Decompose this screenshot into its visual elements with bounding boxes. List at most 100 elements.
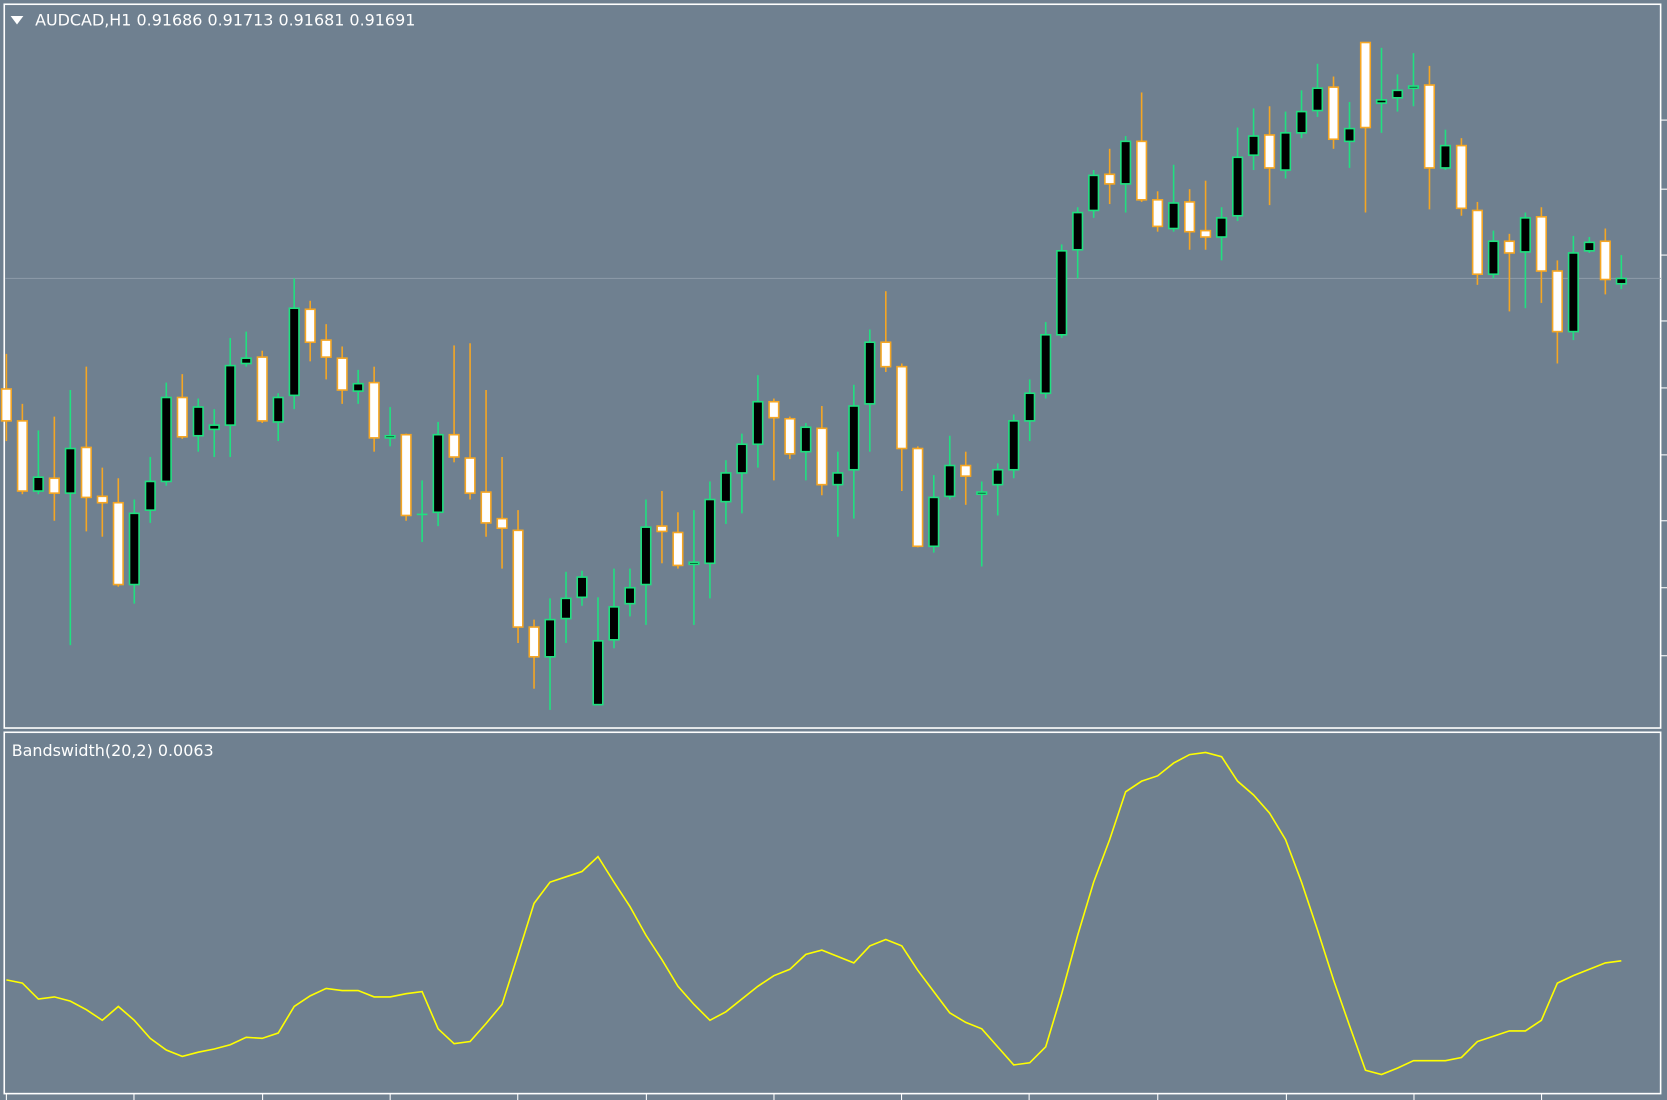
main-pane-border xyxy=(3,3,1662,729)
candle-body xyxy=(400,433,412,517)
candle-body xyxy=(608,606,620,641)
candle-body xyxy=(544,618,556,658)
candle-body xyxy=(256,356,268,422)
candle-body xyxy=(1583,241,1595,252)
candle-body xyxy=(480,491,492,524)
candle-body xyxy=(1279,132,1292,171)
candle-body xyxy=(496,517,508,530)
candle-body xyxy=(560,597,572,620)
candle-body xyxy=(992,468,1004,486)
candle-body xyxy=(592,640,604,706)
candle-body xyxy=(864,341,876,405)
candle-body xyxy=(848,405,860,471)
indicator-line xyxy=(6,751,1622,1076)
candle-body xyxy=(1168,202,1180,230)
candle-body xyxy=(1104,173,1116,185)
candle-body xyxy=(1535,216,1547,272)
candle-body xyxy=(112,501,124,586)
candle-body xyxy=(272,396,284,423)
candle-body xyxy=(576,576,588,599)
candle-body xyxy=(624,586,636,605)
candle-body xyxy=(464,457,476,494)
candle-body xyxy=(1008,420,1020,471)
candle-body xyxy=(1136,140,1148,201)
candle-body xyxy=(1056,250,1068,336)
candle-body xyxy=(896,365,908,450)
candle-body xyxy=(16,420,28,492)
candle-body xyxy=(32,476,44,492)
candle-body xyxy=(64,447,76,494)
candle-body xyxy=(128,512,140,586)
candle-body xyxy=(784,417,796,455)
indicator-title: Bandswidth(20,2) 0.0063 xyxy=(12,741,214,760)
candle-body xyxy=(144,480,156,511)
candle-body xyxy=(1311,87,1324,112)
candle-body xyxy=(512,529,524,628)
candle-body xyxy=(384,434,396,439)
candle-body xyxy=(1343,127,1356,143)
candle-body xyxy=(752,400,764,446)
candle-body xyxy=(304,308,316,344)
candle-body xyxy=(816,427,828,486)
candle-body xyxy=(192,406,204,437)
candle-body xyxy=(240,357,252,365)
candle-body xyxy=(1295,110,1308,134)
candle-body xyxy=(352,382,364,392)
candle-body xyxy=(1487,240,1499,276)
candle-body xyxy=(1455,144,1468,210)
candle-body xyxy=(928,496,940,548)
chart-title: AUDCAD,H1 0.91686 0.91713 0.91681 0.9169… xyxy=(35,11,415,30)
candle-body xyxy=(208,424,220,431)
candle-body xyxy=(1120,140,1132,185)
candle-body xyxy=(1375,99,1388,104)
candle-body xyxy=(880,341,892,368)
candle-body xyxy=(1519,217,1531,253)
candle-body xyxy=(1407,85,1420,90)
candle-body xyxy=(176,396,188,438)
candle-body xyxy=(944,464,956,498)
price-scale-ticks xyxy=(1660,119,1667,657)
symbol-menu-arrow[interactable] xyxy=(10,15,24,25)
candle-body xyxy=(368,381,380,439)
candle-body xyxy=(1200,229,1212,238)
time-scale-ticks xyxy=(5,1093,1543,1100)
candle-body xyxy=(832,472,844,486)
candle-body xyxy=(1503,240,1515,254)
candle-body xyxy=(160,396,172,483)
candle-body xyxy=(320,339,332,358)
candle-body xyxy=(1551,270,1563,333)
candle-body xyxy=(96,495,108,504)
candle-body xyxy=(1040,333,1052,395)
candle-body xyxy=(704,498,716,565)
candle-body xyxy=(1184,201,1196,233)
candle-body xyxy=(80,446,92,499)
candle-body xyxy=(336,357,348,391)
candle-body xyxy=(912,447,924,548)
candle-body xyxy=(528,626,540,658)
candle-body xyxy=(688,561,700,566)
candle-body xyxy=(48,477,60,494)
candle-body xyxy=(1216,217,1228,238)
candle-body xyxy=(1615,277,1627,285)
candle-body xyxy=(1599,240,1611,281)
candle-body xyxy=(1072,211,1084,251)
candle-body xyxy=(1152,199,1164,228)
candle-body xyxy=(672,531,684,567)
candle-body xyxy=(736,443,748,474)
candle-body xyxy=(1359,41,1372,129)
candle-body xyxy=(1247,135,1260,156)
candle-body xyxy=(1567,252,1579,333)
candle-body xyxy=(1471,209,1484,275)
candle-body xyxy=(1391,89,1404,99)
candle-body xyxy=(1327,86,1340,141)
candle-body xyxy=(800,426,812,453)
candle-body xyxy=(656,525,668,533)
candle-body xyxy=(1423,84,1436,169)
candle-body xyxy=(448,433,460,458)
candle-body xyxy=(720,472,732,503)
candle-body xyxy=(1231,156,1244,217)
candle-body xyxy=(640,526,652,586)
candle-body xyxy=(1088,174,1100,212)
candle-body xyxy=(1439,144,1452,169)
